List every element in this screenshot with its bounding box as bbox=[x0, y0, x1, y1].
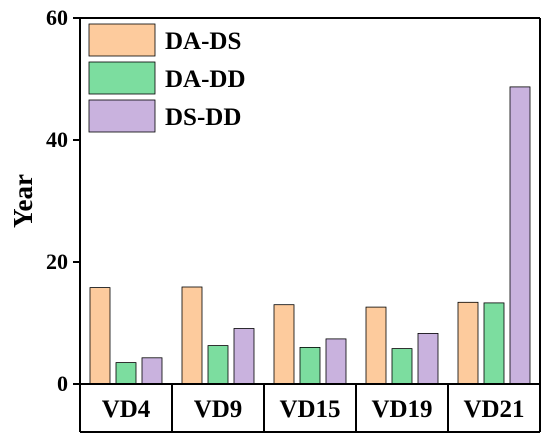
bar-da-dd-vd4 bbox=[115, 362, 137, 385]
bar-da-ds-vd9 bbox=[181, 286, 203, 385]
x-tick-label-vd4: VD4 bbox=[102, 396, 151, 423]
bar-ds-dd-vd19 bbox=[417, 332, 439, 385]
bar-ds-dd-vd9 bbox=[233, 328, 255, 385]
y-tick-label: 0 bbox=[57, 371, 68, 396]
bar-da-dd-vd21 bbox=[483, 302, 505, 385]
x-axis-category-row: VD4 VD9 VD15 VD19 VD21 bbox=[79, 384, 540, 433]
legend-swatch-da-dd bbox=[88, 61, 156, 95]
bar-ds-dd-vd21 bbox=[509, 86, 531, 385]
legend-label-da-ds: DA-DS bbox=[165, 28, 241, 55]
bar-da-ds-vd19 bbox=[365, 306, 387, 385]
plot-area bbox=[80, 17, 541, 432]
bar-da-dd-vd9 bbox=[207, 345, 229, 385]
x-tick-label-vd15: VD15 bbox=[279, 396, 340, 423]
x-tick-label-vd19: VD19 bbox=[371, 396, 432, 423]
bar-da-dd-vd15 bbox=[299, 346, 321, 385]
y-tick-label: 20 bbox=[46, 249, 68, 274]
y-tick-label: 60 bbox=[46, 5, 68, 30]
x-tick-label-vd9: VD9 bbox=[194, 396, 243, 423]
legend: DA-DS DA-DD DS-DD bbox=[88, 23, 246, 133]
y-tick-label: 40 bbox=[46, 127, 68, 152]
x-tick-label-vd21: VD21 bbox=[463, 396, 524, 423]
legend-swatch-ds-dd bbox=[88, 99, 156, 133]
bar-da-dd-vd19 bbox=[391, 348, 413, 385]
y-axis: 0 20 40 60 bbox=[46, 5, 81, 396]
legend-label-da-dd: DA-DD bbox=[165, 66, 246, 93]
bar-da-ds-vd15 bbox=[273, 304, 295, 385]
bar-ds-dd-vd15 bbox=[325, 338, 347, 385]
legend-label-ds-dd: DS-DD bbox=[165, 104, 241, 131]
bar-da-ds-vd4 bbox=[89, 287, 111, 385]
legend-swatch-da-ds bbox=[88, 23, 156, 57]
y-axis-title: Year bbox=[8, 174, 38, 228]
bar-ds-dd-vd4 bbox=[141, 357, 163, 385]
bar-da-ds-vd21 bbox=[457, 301, 479, 385]
